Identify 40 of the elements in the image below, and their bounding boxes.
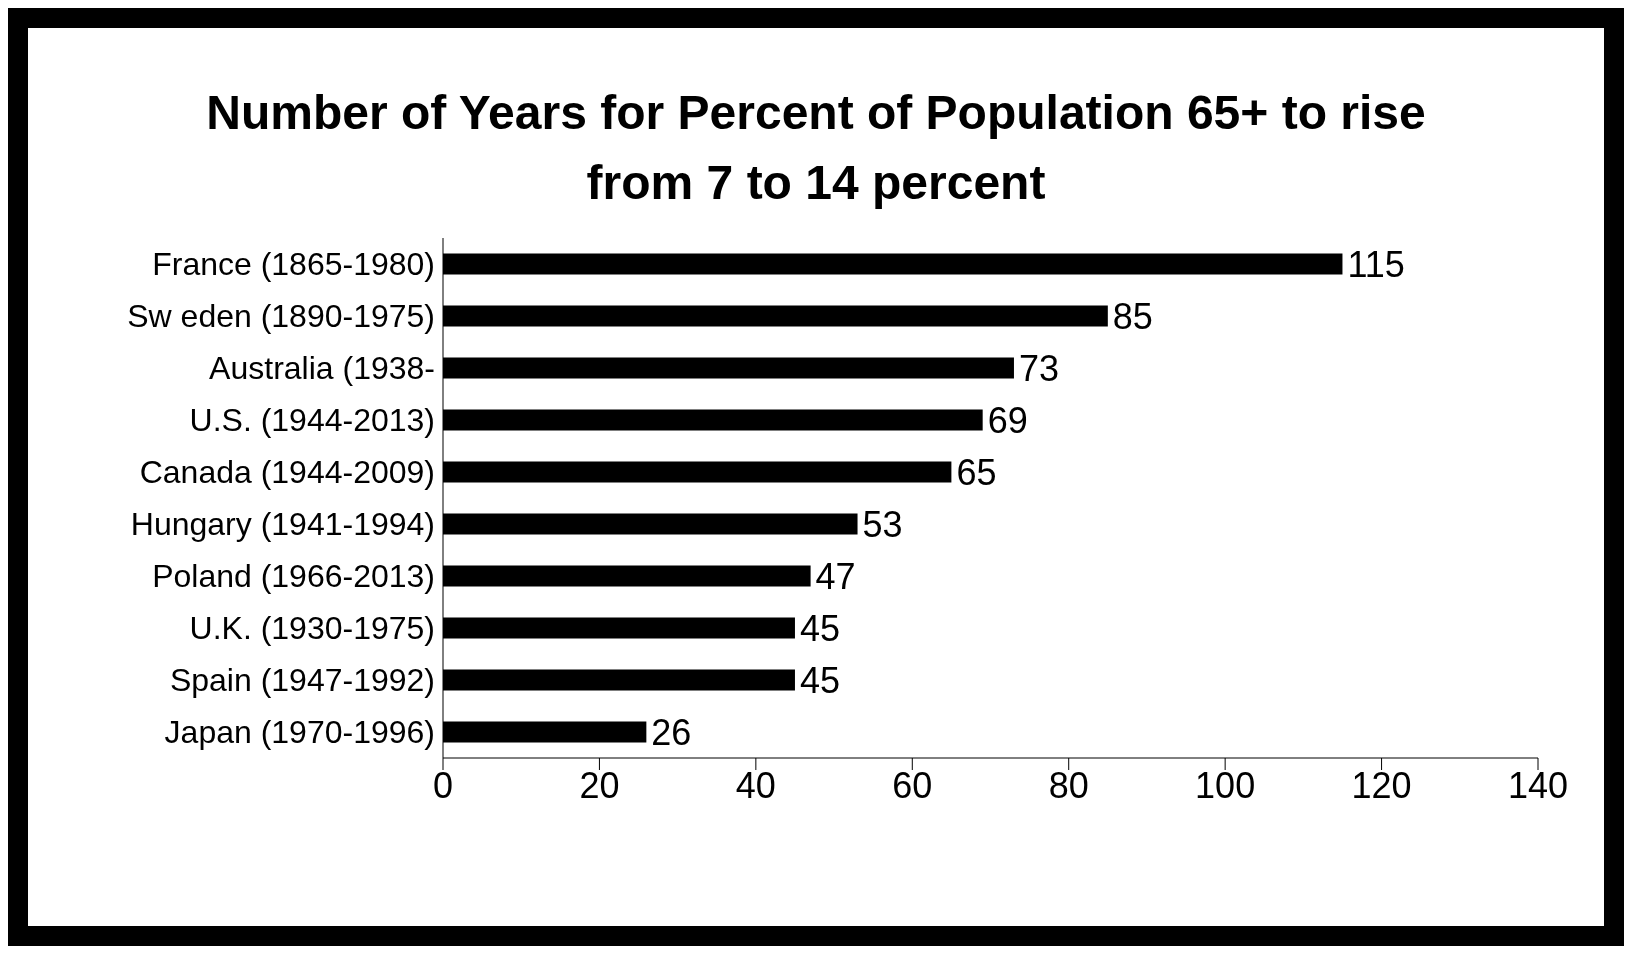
bar <box>443 617 795 639</box>
x-tick-label: 20 <box>579 764 620 806</box>
bar <box>443 305 1108 327</box>
bar <box>443 513 858 535</box>
data-label: 45 <box>799 607 841 649</box>
x-tick-label: 40 <box>735 764 776 806</box>
bar <box>443 461 952 483</box>
chart-title: Number of Years for Percent of Population 65+ to rise from 7 to 14 percent <box>205 85 1427 211</box>
y-tick-label: Australia (1938- <box>209 350 435 387</box>
y-tick-label: Spain (1947-1992) <box>169 662 435 699</box>
data-label: 47 <box>815 555 856 597</box>
data-label: 65 <box>956 451 997 493</box>
data-label: 45 <box>799 659 841 701</box>
bar <box>443 253 1343 275</box>
y-tick-label: U.S. (1944-2013) <box>189 402 435 439</box>
bar <box>443 565 811 587</box>
x-tick-label: 140 <box>1507 764 1569 806</box>
data-label: 85 <box>1112 295 1153 337</box>
y-tick-label: Sw eden (1890-1975) <box>127 298 435 335</box>
bar <box>443 669 795 691</box>
data-label: 115 <box>1347 243 1405 285</box>
y-tick-label: U.K. (1930-1975) <box>189 610 435 647</box>
y-tick-label: Poland (1966-2013) <box>152 558 435 595</box>
x-tick-label: 0 <box>432 764 454 806</box>
data-label: 53 <box>862 503 903 545</box>
x-tick-label: 120 <box>1351 764 1412 806</box>
bar <box>443 409 983 431</box>
y-tick-label: Hungary (1941-1994) <box>130 506 435 543</box>
y-tick-label: France (1865-1980) <box>152 246 435 283</box>
x-tick-label: 100 <box>1195 764 1256 806</box>
x-tick-label: 60 <box>892 764 933 806</box>
data-label: 69 <box>987 399 1028 441</box>
bar <box>443 357 1014 379</box>
y-tick-label: Japan (1970-1996) <box>164 714 435 751</box>
frame: Number of Years for Percent of Population 65+ to rise from 7 to 14 percent 0 20 40 60 80 100 120 140 France (1865-1980) Sw eden (1890-1975) Australia (1938- U.S. (1944-2013) Canada (1944-2009) Hungary (1941-1994) Poland (1966-2013) U.K. (1930-1975) Spain (1947-1992) Japan (1970-1996) 115 85 73 69 65 53 47 45 45 26 <box>8 8 1624 946</box>
data-label: 73 <box>1018 347 1060 389</box>
x-tick-label: 80 <box>1048 764 1089 806</box>
y-tick-label: Canada (1944-2009) <box>139 454 435 491</box>
data-label: 26 <box>651 711 692 753</box>
bar <box>443 721 647 743</box>
